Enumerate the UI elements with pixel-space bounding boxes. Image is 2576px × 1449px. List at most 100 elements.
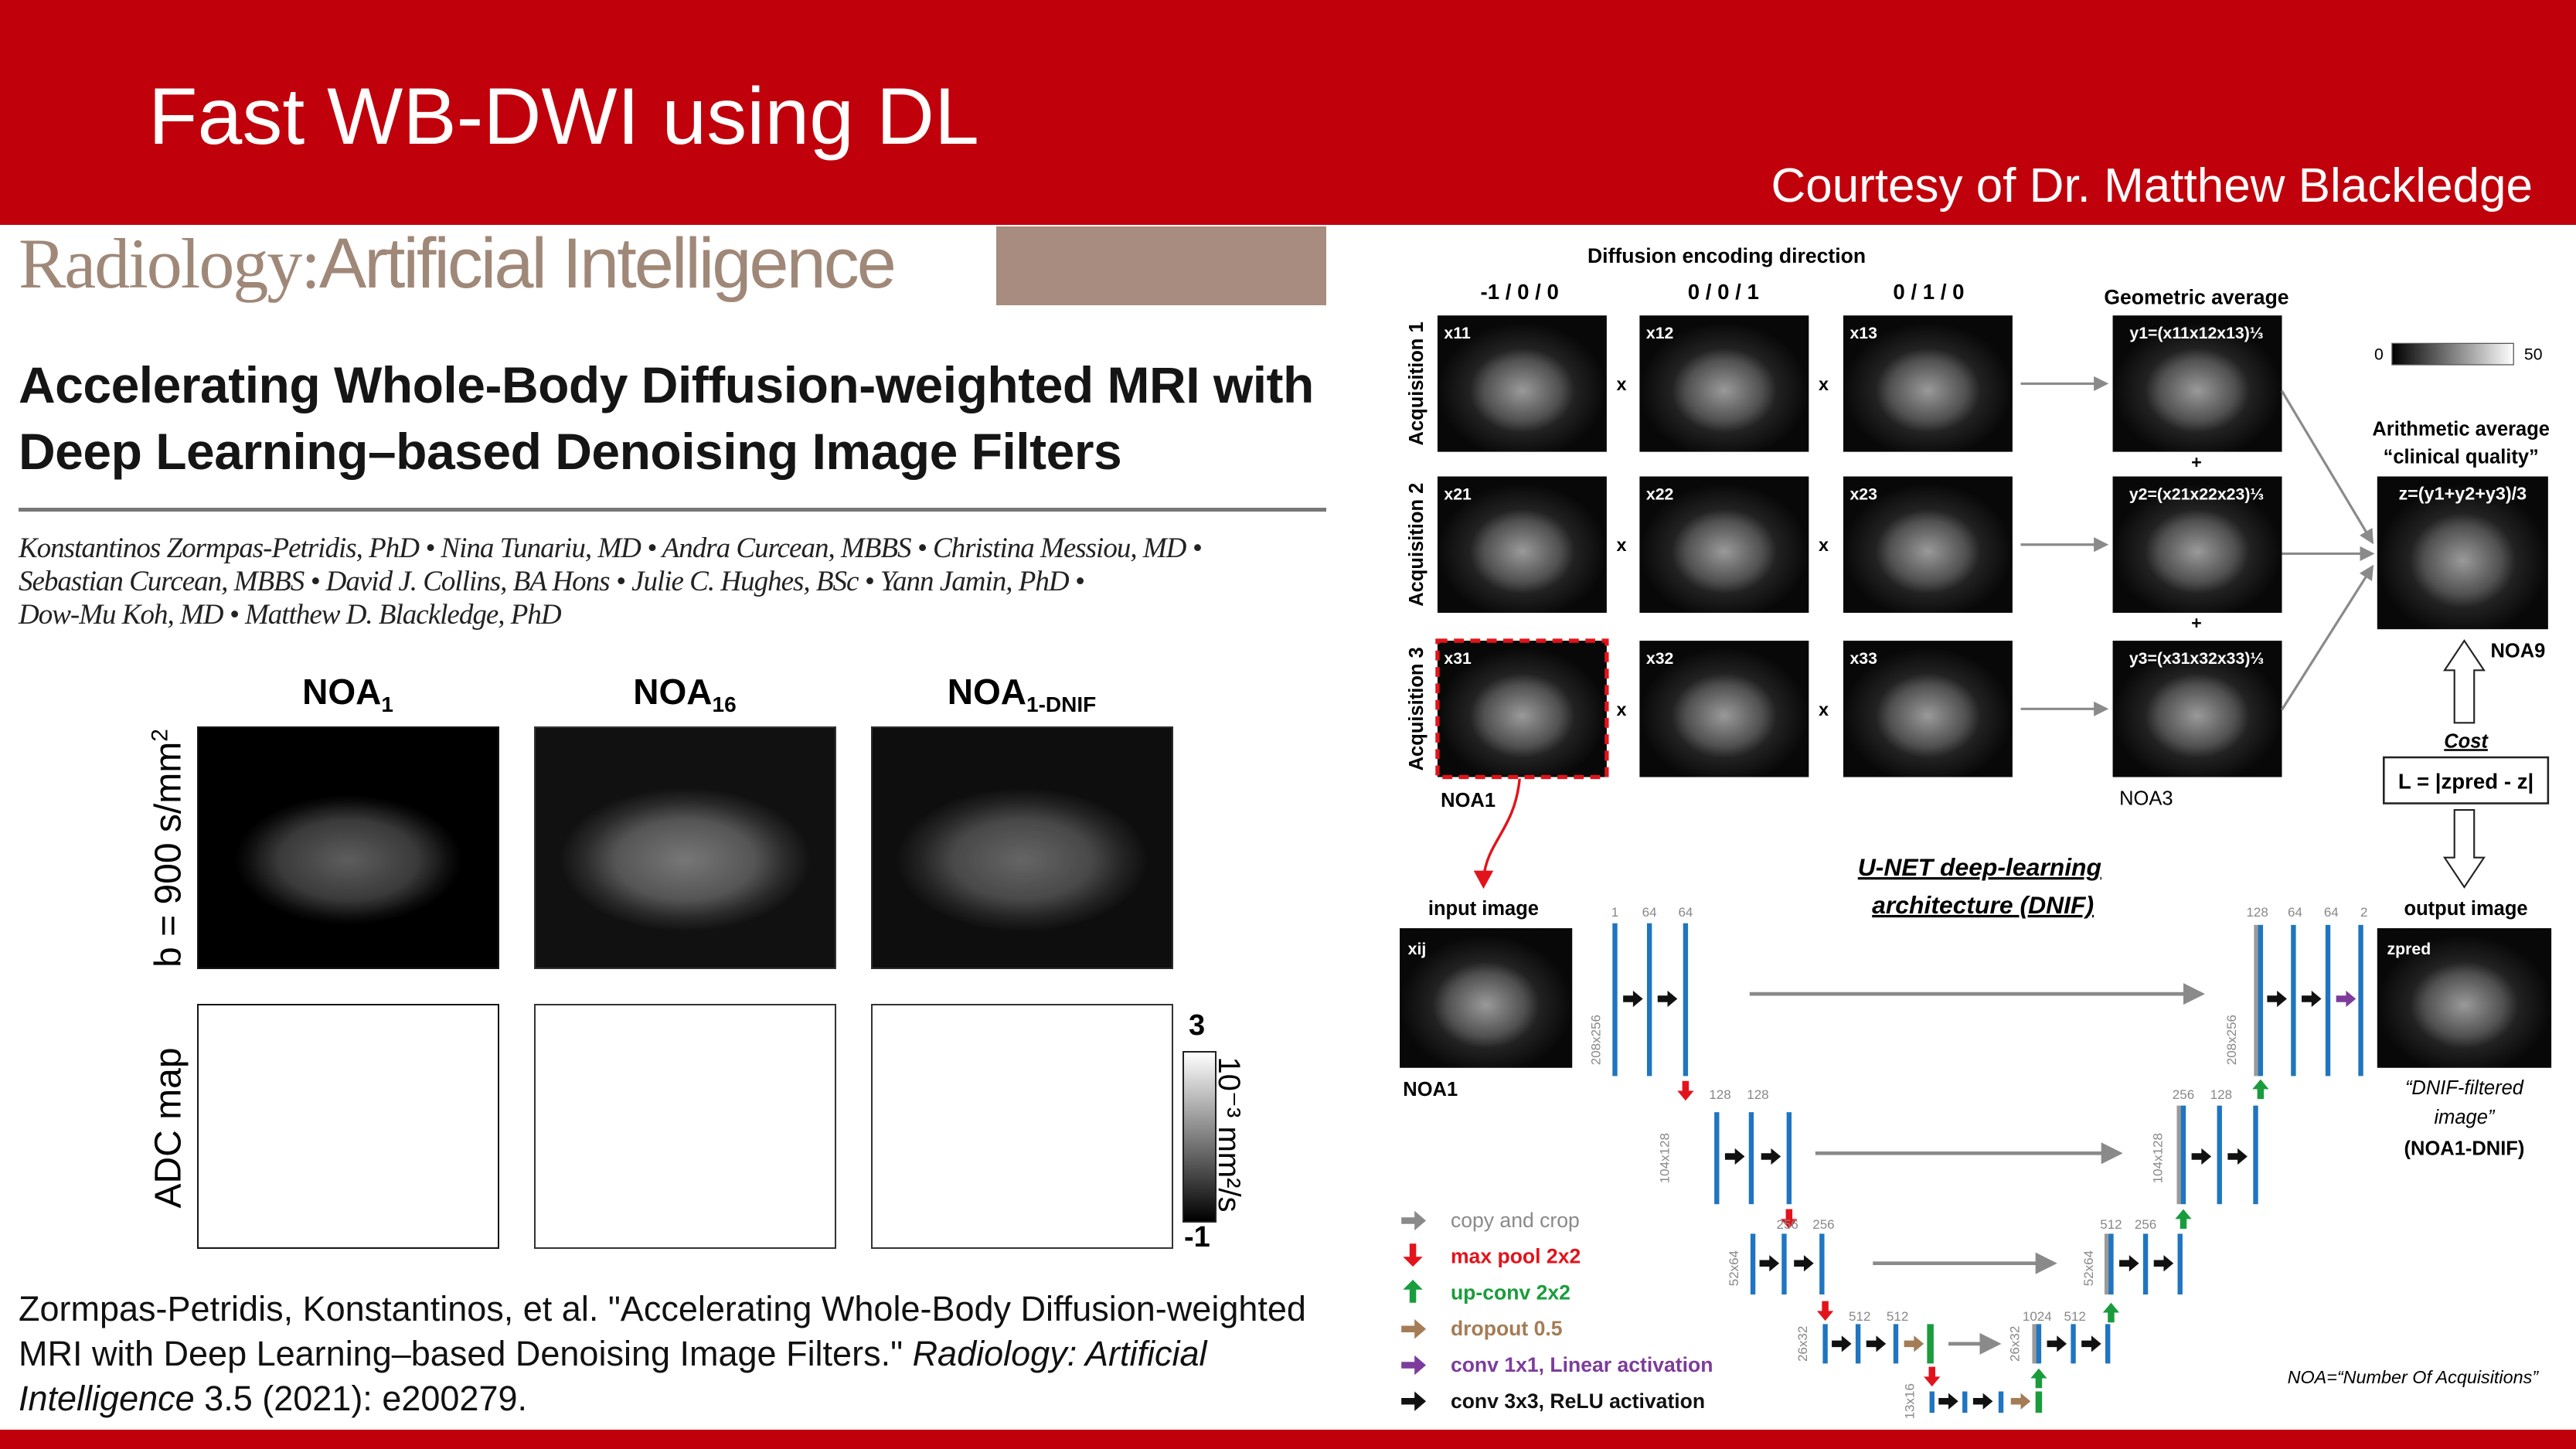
encoding-direction-title: Diffusion encoding direction	[1587, 244, 1866, 267]
citation-journal: Radiology: Artificial Intelligence	[19, 1334, 1207, 1418]
unet-title: U-NET deep-learning	[1858, 853, 2101, 881]
output-noa-label: (NOA1-DNIF)	[2404, 1138, 2525, 1159]
geometric-formula: y1=(x11x12x13)⅓	[2129, 324, 2263, 342]
clinical-quality-label: “clinical quality”	[2384, 447, 2539, 468]
size-label: 208x256	[2224, 1015, 2239, 1065]
dwi-image-noa1-dnif	[871, 726, 1173, 969]
max-pool-arrow-icon	[1677, 1080, 1694, 1101]
dwi-direction-image	[1639, 476, 1809, 613]
geometric-formula: y2=(x21x22x23)⅓	[2129, 485, 2264, 503]
image-label: x33	[1849, 649, 1877, 668]
image-label: x21	[1444, 485, 1472, 503]
conv-arrow-icon	[1794, 1255, 1814, 1272]
max-pool-arrow-icon	[1816, 1301, 1834, 1321]
geometric-average-image	[2112, 476, 2282, 613]
output-caption: “DNIF-filtered	[2405, 1077, 2524, 1099]
image-label: x32	[1646, 649, 1673, 668]
size-label: 52x64	[1727, 1250, 1741, 1286]
channel-label: 1024	[2023, 1309, 2052, 1324]
dwi-direction-image	[1843, 641, 2013, 777]
input-image	[1400, 928, 1573, 1068]
channel-label: 256	[1812, 1217, 1834, 1232]
geometric-formula: y3=(x31x32x33)⅓	[2129, 649, 2264, 668]
size-label: 13x16	[1902, 1383, 1917, 1419]
colorbar-min-label: -1	[1184, 1221, 1210, 1253]
legend-arrow-icon	[1401, 1318, 1427, 1339]
channel-label: 64	[2288, 905, 2302, 920]
divider	[19, 508, 1326, 512]
channel-label: 64	[2324, 905, 2339, 920]
cost-box	[2383, 756, 2550, 804]
acquisition-grid: Acquisition 1 x11 x x12 x x13 y1=(x11x12x13)⅓ +…	[1406, 315, 2282, 780]
channel-label: 128	[1709, 1087, 1730, 1102]
size-label: 26x32	[1795, 1326, 1810, 1362]
selected-image-outline	[1435, 638, 1609, 780]
author-list: Konstantinos Zormpas-Petridis, PhD • Nin…	[19, 532, 1332, 631]
dwi-direction-image	[1843, 476, 2013, 613]
arrow-to-average	[2281, 390, 2374, 545]
conv-arrow-icon	[2302, 990, 2322, 1008]
adc-image-noa16	[534, 1004, 836, 1249]
acquisition-label: Acquisition 2	[1406, 483, 1428, 607]
feature-map-bar	[1786, 1112, 1792, 1205]
colorbar-min-label: 0	[2374, 345, 2384, 364]
adc-colorbar	[1183, 1051, 1217, 1223]
hollow-down-arrow-icon	[2442, 808, 2486, 889]
feature-map-bar	[1819, 1233, 1825, 1295]
concat-bar	[2104, 1233, 2110, 1295]
feature-map-bar	[1714, 1112, 1720, 1205]
dwi-direction-image	[1437, 315, 1607, 452]
feature-map-bar	[1893, 1324, 1899, 1364]
noa9-label: NOA9	[2490, 640, 2545, 662]
feature-map-bar	[2177, 1233, 2183, 1295]
image-label: x31	[1444, 649, 1472, 668]
column-header-sub: 1	[381, 692, 393, 717]
output-caption: image”	[2434, 1107, 2495, 1128]
legend-arrow-icon	[1401, 1210, 1427, 1231]
slide-title: Fast WB-DWI using DL	[148, 72, 979, 162]
column-header-noa1: NOA1	[193, 671, 502, 717]
conv-arrow-icon	[1724, 1148, 1745, 1165]
input-image-label: xij	[1408, 940, 1427, 958]
dwi-image-noa1	[197, 726, 499, 969]
output-image-label: zpred	[2387, 940, 2431, 958]
feature-map-bar	[2108, 1233, 2114, 1295]
concat-bar	[2176, 1105, 2182, 1205]
size-label: 208x256	[1588, 1015, 1603, 1065]
unet-subtitle: architecture (DNIF)	[1872, 891, 2094, 919]
adc-image-noa1-dnif	[871, 1004, 1173, 1249]
signal-colorbar	[2391, 342, 2514, 366]
journal-name-radiology: Radiology:	[19, 224, 321, 303]
up-conv-arrow-icon	[2030, 1368, 2047, 1389]
colorbar-max-label: 3	[1189, 1009, 1206, 1042]
size-label: 26x32	[2007, 1326, 2022, 1362]
linear-conv-arrow-icon	[2336, 990, 2357, 1008]
plus-sign: +	[2191, 452, 2202, 472]
conv-arrow-icon	[1832, 1335, 1852, 1352]
legend-label: up-conv 2x2	[1451, 1281, 1570, 1304]
channel-label: 256	[1777, 1217, 1798, 1232]
legend-label: conv 1x1, Linear activation	[1451, 1353, 1713, 1376]
column-header-text: NOA	[302, 672, 382, 712]
feature-map-bar	[2217, 1105, 2222, 1205]
feature-map-bar	[2142, 1233, 2149, 1295]
conv-arrow-icon	[1761, 1148, 1781, 1165]
noa3-label: NOA3	[2119, 788, 2173, 810]
channel-label: 256	[2135, 1217, 2156, 1232]
image-label: x22	[1646, 485, 1673, 503]
dwi-direction-image	[1639, 315, 1809, 452]
feature-map-bar	[1646, 923, 1652, 1077]
legend-arrow-icon	[1403, 1243, 1423, 1267]
citation-text: Zormpas-Petridis, Konstantinos, et al. "…	[19, 1289, 1306, 1373]
feature-map-bar	[2036, 1324, 2042, 1364]
column-header-text: NOA	[633, 672, 713, 712]
adc-image-noa1	[197, 1004, 499, 1249]
legend-arrow-icon	[1403, 1279, 1423, 1303]
feature-map-bar	[1748, 1112, 1754, 1205]
feature-map-bar	[1822, 1324, 1828, 1364]
column-header-noa1-dnif: NOA1-DNIF	[867, 671, 1176, 717]
feature-map-bar	[1612, 923, 1618, 1077]
plus-sign: +	[2191, 613, 2202, 633]
conv-arrow-icon	[2267, 990, 2287, 1008]
